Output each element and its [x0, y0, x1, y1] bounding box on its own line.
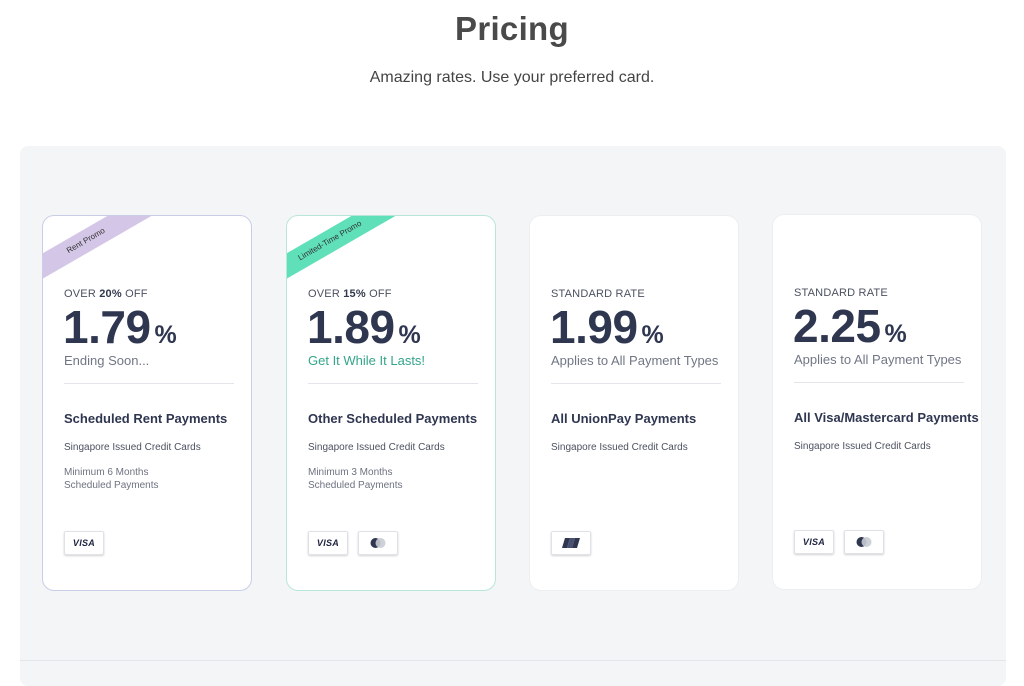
unionpay-badge	[551, 531, 591, 555]
rate-note: Get It While It Lasts!	[308, 353, 426, 368]
card-divider	[308, 383, 478, 384]
plan-minimum: Minimum 6 Months Scheduled Payments	[64, 467, 159, 491]
rate-kicker: OVER 20% OFF	[64, 288, 148, 300]
rate-note: Applies to All Payment Types	[551, 353, 719, 368]
visa-icon: VISA	[72, 538, 96, 548]
visa-icon: VISA	[316, 538, 340, 548]
visa-badge: VISA	[794, 530, 834, 554]
mastercard-icon	[856, 537, 872, 547]
plan-subtitle: Singapore Issued Credit Cards	[551, 442, 688, 453]
rate-value: 2.25%	[793, 300, 907, 352]
card-badges: VISA	[794, 530, 884, 554]
visa-icon: VISA	[802, 537, 826, 547]
card-divider	[64, 383, 234, 384]
pricing-card-rent[interactable]: Rent Promo OVER 20% OFF 1.79% Ending Soo…	[42, 215, 252, 591]
visa-badge: VISA	[64, 531, 104, 555]
card-badges	[551, 531, 591, 555]
plan-title: All UnionPay Payments	[551, 411, 697, 426]
mastercard-badge	[358, 531, 398, 555]
page-subtitle: Amazing rates. Use your preferred card.	[369, 69, 655, 86]
rate-value: 1.99%	[550, 301, 664, 353]
rate-kicker: OVER 15% OFF	[308, 288, 392, 300]
rate-note: Ending Soon...	[64, 353, 150, 368]
promo-ribbon: Rent Promo	[43, 216, 157, 289]
rate-kicker: STANDARD RATE	[794, 287, 888, 299]
pricing-card-unionpay[interactable]: STANDARD RATE 1.99% Applies to All Payme…	[529, 215, 739, 591]
plan-minimum: Minimum 3 Months Scheduled Payments	[308, 467, 403, 491]
plan-subtitle: Singapore Issued Credit Cards	[794, 441, 931, 452]
pricing-card-visa-mastercard[interactable]: STANDARD RATE 2.25% Applies to All Payme…	[772, 214, 982, 590]
pricing-card-other[interactable]: Limited-Time Promo OVER 15% OFF 1.89% Ge…	[286, 215, 496, 591]
visa-badge: VISA	[308, 531, 348, 555]
rate-value: 1.89%	[307, 301, 421, 353]
mastercard-badge	[844, 530, 884, 554]
card-divider	[551, 383, 721, 384]
rate-kicker: STANDARD RATE	[551, 288, 645, 300]
plan-subtitle: Singapore Issued Credit Cards	[308, 442, 445, 453]
card-badges: VISA	[64, 531, 104, 555]
mastercard-icon	[370, 538, 386, 548]
unionpay-icon	[562, 538, 580, 548]
plan-subtitle: Singapore Issued Credit Cards	[64, 442, 201, 453]
card-badges: VISA	[308, 531, 398, 555]
card-divider	[794, 382, 964, 383]
rate-value: 1.79%	[63, 301, 177, 353]
promo-ribbon: Limited-Time Promo	[287, 216, 401, 289]
page-title: Pricing	[455, 10, 569, 47]
rate-note: Applies to All Payment Types	[794, 352, 962, 367]
plan-title: All Visa/Mastercard Payments	[794, 410, 979, 425]
panel-divider	[20, 660, 1006, 661]
plan-title: Scheduled Rent Payments	[64, 411, 228, 426]
plan-title: Other Scheduled Payments	[308, 411, 478, 426]
